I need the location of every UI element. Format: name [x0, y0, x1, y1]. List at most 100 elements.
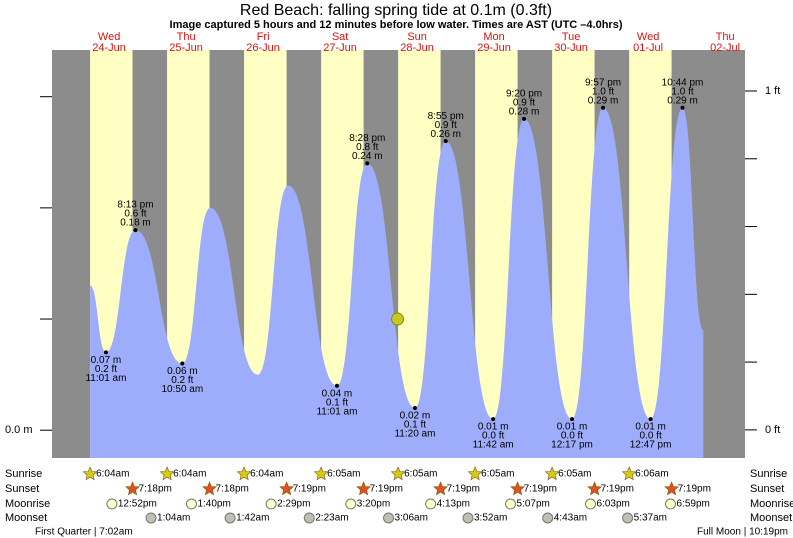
extreme-label: 0.24 m	[352, 151, 383, 162]
sunrise-icon	[82, 466, 98, 481]
extreme-label: 0.01 m	[635, 422, 666, 433]
row-time: 12:52pm	[118, 499, 157, 510]
extreme-label: 9:20 pm	[506, 89, 542, 100]
day-weekday: Thu	[716, 31, 735, 43]
extreme-label: 8:28 pm	[349, 133, 385, 144]
extreme-label: 0.0 ft	[639, 431, 661, 442]
sunrise-icon	[621, 466, 637, 481]
extreme-label: 0.01 m	[478, 422, 509, 433]
extreme-label: 0.2 ft	[95, 364, 117, 375]
row-time: 7:19pm	[293, 484, 326, 495]
day-weekday: Mon	[483, 31, 504, 43]
sunrise-icon	[390, 466, 406, 481]
extreme-label: 1.0 ft	[592, 86, 614, 97]
moonrise-icon	[585, 498, 597, 510]
moonrise-icon	[265, 498, 277, 510]
sunset-icon	[587, 481, 602, 496]
extreme-label: 0.06 m	[167, 366, 198, 377]
extreme-label: 0.9 ft	[435, 120, 457, 131]
day-date: 27-Jun	[323, 42, 357, 54]
row-time: 2:29pm	[277, 499, 310, 510]
extreme-point	[648, 417, 653, 422]
row-label: Sunset	[750, 483, 784, 495]
extreme-label: 11:42 am	[473, 440, 514, 451]
y-tick-label: 0.0 m	[5, 424, 33, 436]
y2-tick-label: 0 ft	[765, 424, 780, 436]
extreme-label: 10:50 am	[162, 384, 204, 395]
row-time: 7:19pm	[524, 484, 557, 495]
extreme-label: 8:55 pm	[428, 111, 464, 122]
extreme-label: 0.2 ft	[171, 375, 193, 386]
extreme-label: 0.29 m	[588, 95, 619, 106]
current-level	[391, 312, 405, 326]
row-time: 4:43am	[554, 513, 587, 524]
row-time: 6:59pm	[677, 499, 710, 510]
extreme-label: 0.04 m	[322, 388, 353, 399]
extreme-point	[491, 417, 496, 422]
row-time: 6:05am	[558, 469, 591, 480]
extreme-label: 0.1 ft	[326, 397, 348, 408]
sunset-icon	[510, 481, 525, 496]
extreme-label: 11:01 am	[316, 406, 357, 417]
day-date: 30-Jun	[554, 42, 588, 54]
day-date: 26-Jun	[246, 42, 280, 54]
day-date: 24-Jun	[92, 42, 126, 54]
row-time: 6:04am	[250, 469, 283, 480]
sunset-icon	[356, 481, 371, 496]
moonset-icon	[224, 512, 236, 524]
day-weekday: Wed	[637, 31, 659, 43]
sunset-icon	[202, 481, 217, 496]
row-time: 7:18pm	[216, 484, 249, 495]
day-weekday: Sat	[332, 31, 349, 43]
row-time: 6:04am	[173, 469, 206, 480]
moonset-icon	[542, 512, 554, 524]
extreme-point	[412, 405, 417, 410]
day-date: 02-Jul	[710, 42, 740, 54]
row-label: Moonset	[5, 512, 47, 524]
extreme-label: 0.07 m	[91, 355, 122, 366]
extreme-point	[522, 116, 527, 121]
moonset-icon	[145, 512, 157, 524]
sunset-icon	[433, 481, 448, 496]
extreme-label: 11:20 am	[394, 429, 435, 440]
moonrise-icon	[505, 498, 517, 510]
row-label: Sunset	[5, 483, 39, 495]
sunrise-icon	[159, 466, 175, 481]
day-weekday: Tue	[562, 31, 581, 43]
extreme-label: 0.28 m	[509, 107, 540, 118]
extreme-label: 0.02 m	[400, 411, 431, 422]
moonset-icon	[462, 512, 474, 524]
extreme-label: 12:17 pm	[551, 440, 593, 451]
row-time: 6:05am	[481, 469, 514, 480]
row-time: 5:07pm	[517, 499, 550, 510]
row-time: 6:03pm	[597, 499, 630, 510]
row-time: 6:05am	[327, 469, 360, 480]
moon-phase: First Quarter | 7:02am	[35, 527, 133, 538]
row-time: 2:23am	[315, 513, 348, 524]
sunrise-icon	[313, 466, 329, 481]
extreme-point	[180, 361, 185, 366]
moonrise-icon	[425, 498, 437, 510]
extreme-point	[443, 139, 448, 144]
extreme-point	[570, 417, 575, 422]
row-time: 1:04am	[157, 513, 190, 524]
day-weekday: Fri	[257, 31, 270, 43]
day-date: 28-Jun	[400, 42, 434, 54]
day-date: 01-Jul	[633, 42, 663, 54]
day-date: 29-Jun	[477, 42, 511, 54]
extreme-label: 0.26 m	[430, 129, 461, 140]
row-time: 1:42am	[236, 513, 269, 524]
extreme-point	[680, 105, 685, 110]
moon-phase: Full Moon | 10:19pm	[697, 527, 788, 538]
extreme-point	[334, 383, 339, 388]
extreme-label: 0.6 ft	[124, 209, 146, 220]
moonrise-icon	[185, 498, 197, 510]
extreme-label: 11:01 am	[85, 373, 126, 384]
chart-title: Red Beach: falling spring tide at 0.1m (…	[240, 2, 552, 19]
sunrise-icon	[467, 466, 483, 481]
row-time: 7:19pm	[370, 484, 403, 495]
moonrise-icon	[345, 498, 357, 510]
extreme-label: 0.01 m	[557, 422, 588, 433]
extreme-label: 0.29 m	[667, 95, 698, 106]
